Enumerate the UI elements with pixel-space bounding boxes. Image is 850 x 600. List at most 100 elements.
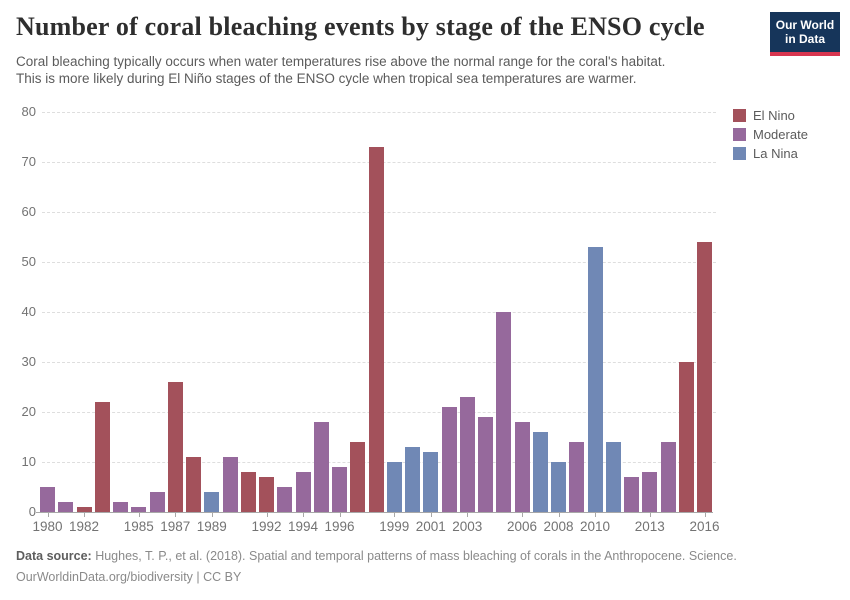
y-axis-label-50: 50 xyxy=(21,254,36,269)
bar-1998[interactable] xyxy=(368,147,384,512)
legend-swatch-icon xyxy=(733,128,746,141)
bar-2005[interactable] xyxy=(496,312,512,512)
bar-1982[interactable] xyxy=(76,507,92,512)
bar-2016[interactable] xyxy=(697,242,712,512)
x-tick-1999 xyxy=(394,512,396,517)
owid-logo[interactable]: Our World in Data xyxy=(770,12,840,56)
x-tick-1987 xyxy=(175,512,177,517)
x-axis-label-2013: 2013 xyxy=(634,519,665,534)
x-axis-label-2001: 2001 xyxy=(415,519,446,534)
x-axis-label-2016: 2016 xyxy=(689,519,720,534)
bar-1984[interactable] xyxy=(113,502,128,512)
y-axis-label-20: 20 xyxy=(21,404,36,419)
subtitle-line-2: This is more likely during El Niño stage… xyxy=(16,70,637,86)
subtitle-line-1: Coral bleaching typically occurs when wa… xyxy=(16,54,666,69)
x-axis-label-1982: 1982 xyxy=(68,519,100,534)
bar-1980[interactable] xyxy=(40,487,55,512)
gridline-80 xyxy=(42,112,716,113)
bar-2015[interactable] xyxy=(678,362,694,512)
bar-1981[interactable] xyxy=(58,502,74,512)
bar-2004[interactable] xyxy=(478,417,493,512)
y-axis-label-10: 10 xyxy=(21,454,36,469)
x-tick-2008 xyxy=(558,512,560,517)
bar-1990[interactable] xyxy=(222,457,238,512)
chart-subtitle: Coral bleaching typically occurs when wa… xyxy=(16,54,761,87)
bar-2001[interactable] xyxy=(423,452,439,512)
footer-license-line: OurWorldinData.org/biodiversity | CC BY xyxy=(16,570,242,584)
y-axis-label-40: 40 xyxy=(21,304,36,319)
legend-item-la-nina[interactable]: La Nina xyxy=(733,144,808,163)
bar-1996[interactable] xyxy=(332,467,347,512)
owid-logo-line1: Our World xyxy=(775,18,835,32)
x-tick-2016 xyxy=(704,512,706,517)
legend-label: El Nino xyxy=(753,108,795,123)
bar-1992[interactable] xyxy=(259,477,274,512)
datasource-text: Hughes, T. P., et al. (2018). Spatial an… xyxy=(91,549,737,563)
x-tick-1996 xyxy=(339,512,341,517)
bar-1999[interactable] xyxy=(386,462,402,512)
bar-1995[interactable] xyxy=(313,422,329,512)
bar-2006[interactable] xyxy=(514,422,530,512)
x-axis-label-2006: 2006 xyxy=(506,519,538,534)
x-tick-1992 xyxy=(266,512,268,517)
bar-1983[interactable] xyxy=(94,402,110,512)
legend-swatch-icon xyxy=(733,109,746,122)
x-axis-line xyxy=(36,512,713,513)
x-axis-label-2008: 2008 xyxy=(543,519,574,534)
bar-2010[interactable] xyxy=(587,247,603,512)
y-axis-label-80: 80 xyxy=(21,104,36,119)
bar-2013[interactable] xyxy=(642,472,658,512)
bar-1989[interactable] xyxy=(204,492,220,512)
x-axis-label-1987: 1987 xyxy=(160,519,191,534)
owid-logo-stripe xyxy=(770,52,840,56)
bar-2008[interactable] xyxy=(551,462,566,512)
bar-1994[interactable] xyxy=(295,472,311,512)
bar-2011[interactable] xyxy=(605,442,621,512)
bar-2012[interactable] xyxy=(624,477,639,512)
bar-1997[interactable] xyxy=(350,442,366,512)
x-tick-2001 xyxy=(430,512,432,517)
x-tick-2006 xyxy=(522,512,523,517)
bar-1987[interactable] xyxy=(167,382,183,512)
chart-legend: El Nino Moderate La Nina xyxy=(733,106,808,163)
footer-datasource-line: Data source: Hughes, T. P., et al. (2018… xyxy=(16,546,826,567)
bar-2014[interactable] xyxy=(660,442,676,512)
bar-2007[interactable] xyxy=(532,432,548,512)
legend-label: Moderate xyxy=(753,127,808,142)
x-axis-label-1989: 1989 xyxy=(196,519,227,534)
bar-1986[interactable] xyxy=(149,492,165,512)
x-tick-2003 xyxy=(467,512,469,517)
y-axis-label-30: 30 xyxy=(21,354,36,369)
page-title: Number of coral bleaching events by stag… xyxy=(16,12,705,41)
x-axis-label-1980: 1980 xyxy=(32,519,63,534)
legend-item-moderate[interactable]: Moderate xyxy=(733,125,808,144)
x-axis-label-1996: 1996 xyxy=(324,519,355,534)
bar-2003[interactable] xyxy=(459,397,475,512)
bar-2002[interactable] xyxy=(441,407,457,512)
x-axis-label-1999: 1999 xyxy=(379,519,410,534)
x-tick-2010 xyxy=(595,512,596,517)
x-axis-label-1985: 1985 xyxy=(123,519,154,534)
x-axis-label-1994: 1994 xyxy=(287,519,319,534)
bar-1993[interactable] xyxy=(277,487,293,512)
legend-swatch-icon xyxy=(733,147,746,160)
y-axis-label-70: 70 xyxy=(21,154,36,169)
y-axis-label-0: 0 xyxy=(28,504,36,519)
x-axis-label-2010: 2010 xyxy=(579,519,611,534)
owid-logo-box: Our World in Data xyxy=(770,12,840,52)
owid-logo-line2: in Data xyxy=(784,32,825,46)
bar-1985[interactable] xyxy=(131,507,147,512)
legend-label: La Nina xyxy=(753,146,798,161)
bar-2000[interactable] xyxy=(405,447,420,512)
x-tick-1980 xyxy=(47,512,49,517)
legend-item-el-nino[interactable]: El Nino xyxy=(733,106,808,125)
x-axis-label-2003: 2003 xyxy=(452,519,483,534)
datasource-label: Data source: xyxy=(16,549,92,563)
y-axis-label-60: 60 xyxy=(21,204,36,219)
x-tick-2013 xyxy=(649,512,651,517)
bar-2009[interactable] xyxy=(569,442,585,512)
x-tick-1994 xyxy=(303,512,304,517)
bar-1988[interactable] xyxy=(186,457,201,512)
bar-1991[interactable] xyxy=(240,472,256,512)
